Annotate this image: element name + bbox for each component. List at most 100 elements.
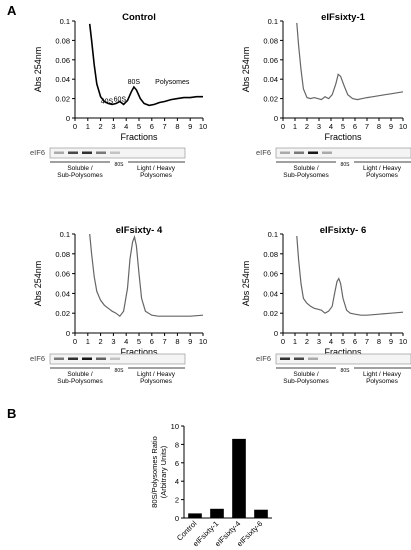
peak-annotation: Polysomes	[155, 79, 190, 86]
chart-eifsixty-1: 00.020.040.060.080.10 1 2 3 4 5 6 7 8 9 10eIFsixty…	[241, 12, 407, 142]
x-tick-label: 10	[399, 337, 407, 346]
blot-eifsixty-4: eIF6 80S Soluble /Sub-Polysomes Light / Hea…	[30, 353, 186, 385]
soluble-label: Soluble /	[67, 165, 92, 172]
blot-membrane	[49, 147, 186, 159]
x-tick-label: 8	[175, 122, 179, 131]
blot-band	[68, 357, 78, 360]
blot-band	[308, 151, 318, 154]
y-tick-label: 0	[274, 114, 278, 123]
y-tick-label: 0.02	[55, 95, 70, 104]
x-tick-label: 3	[111, 122, 115, 131]
y-tick-label: 0	[175, 514, 179, 523]
x-tick-label: 8	[377, 337, 381, 346]
x-tick-label: 4	[329, 337, 333, 346]
soluble-label: Soluble /	[293, 371, 318, 378]
x-tick-label: 0	[73, 122, 77, 131]
y-tick-label: 0	[66, 329, 70, 338]
peak-annotation: 80S	[128, 79, 141, 86]
x-tick-label: 9	[389, 122, 393, 131]
blot-protein-label: eIF6	[256, 354, 271, 363]
y-axis-label-line: 80S/Polysomes Ratio	[150, 436, 159, 508]
x-tick-label: 6	[150, 337, 154, 346]
blot-band	[96, 357, 106, 360]
y-tick-label: 0.04	[263, 289, 278, 298]
blot-80s-label: 80S	[341, 368, 351, 374]
y-tick-label: 0.06	[55, 270, 70, 279]
y-tick-label: 0.08	[263, 250, 278, 259]
y-tick-label: 4	[175, 477, 179, 486]
blot-membrane	[275, 353, 411, 365]
x-tick-label: 5	[137, 122, 141, 131]
y-tick-label: 0.04	[263, 75, 278, 84]
x-tick-label: 9	[188, 337, 192, 346]
y-tick-label: 0.1	[268, 17, 278, 26]
absorbance-trace	[89, 233, 204, 318]
blot-protein-label: eIF6	[256, 148, 271, 157]
blot-band	[82, 357, 92, 360]
x-axis-label: Fractions	[120, 347, 158, 357]
x-axis-label: Fractions	[324, 347, 362, 357]
x-tick-label: 10	[399, 122, 407, 131]
y-axis-label: Abs 254nm	[33, 261, 43, 307]
x-tick-label: 1	[293, 122, 297, 131]
polysomes-label: Polysomes	[366, 172, 399, 179]
blot-band	[54, 357, 64, 360]
y-axis-label: 80S/Polysomes Ratio(Arbitrary Units)	[150, 436, 168, 508]
x-tick-label: 4	[329, 122, 333, 131]
polysomes-label: Polysomes	[366, 378, 399, 385]
chart-title: eIFsixty-1	[321, 12, 366, 23]
y-tick-label: 0.02	[263, 95, 278, 104]
light-heavy-label: Light / Heavy	[363, 165, 402, 172]
blot-eifsixty-6: eIF6 80S Soluble /Sub-Polysomes Light / Hea…	[256, 353, 411, 385]
y-tick-label: 0.06	[55, 56, 70, 65]
x-tick-label: 2	[305, 337, 309, 346]
y-axis-label-line: (Arbitrary Units)	[159, 445, 168, 498]
x-axis-label: Fractions	[324, 132, 362, 142]
x-tick-label: 1	[86, 337, 90, 346]
blot-band	[110, 151, 120, 154]
x-tick-label: 10	[199, 337, 207, 346]
blot-eifsixty-1: eIF6 80S Soluble /Sub-Polysomes Light / Hea…	[256, 147, 411, 179]
x-tick-label: 2	[305, 122, 309, 131]
bar	[254, 509, 268, 518]
x-tick-label: 6	[150, 122, 154, 131]
x-tick-label: 1	[86, 122, 90, 131]
blot-80s-label: 80S	[115, 368, 125, 374]
sub-polysomes-label: Sub-Polysomes	[283, 172, 329, 179]
y-tick-label: 0.1	[268, 230, 278, 239]
x-tick-label: 1	[293, 337, 297, 346]
y-tick-label: 0	[274, 329, 278, 338]
blot-80s-label: 80S	[115, 162, 125, 168]
y-tick-label: 0.06	[263, 56, 278, 65]
y-tick-label: 2	[175, 496, 179, 505]
light-heavy-label: Light / Heavy	[363, 371, 402, 378]
absorbance-trace	[88, 23, 203, 107]
blot-band	[280, 151, 290, 154]
x-tick-label: 8	[377, 122, 381, 131]
blot-80s-label: 80S	[341, 162, 351, 168]
blot-membrane	[275, 147, 411, 159]
x-tick-label: 6	[353, 337, 357, 346]
x-axis-label: Fractions	[120, 132, 158, 142]
light-heavy-label: Light / Heavy	[137, 165, 176, 172]
x-tick-label: 7	[365, 122, 369, 131]
blot-band	[308, 357, 318, 360]
light-heavy-label: Light / Heavy	[137, 371, 176, 378]
x-tick-label: 3	[111, 337, 115, 346]
x-tick-label: 0	[73, 337, 77, 346]
peak-annotation: 60S	[114, 97, 127, 104]
x-tick-label: 3	[317, 122, 321, 131]
bar	[210, 508, 224, 518]
chart-eifsixty-6: 00.020.040.060.080.10 1 2 3 4 5 6 7 8 9 10eIFsixty…	[241, 225, 407, 357]
x-tick-label: 7	[163, 122, 167, 131]
blot-band	[96, 151, 106, 154]
polysomes-label: Polysomes	[140, 172, 173, 179]
y-tick-label: 0.06	[263, 270, 278, 279]
x-tick-label: 0	[281, 122, 285, 131]
x-tick-label: 4	[124, 337, 128, 346]
blot-band	[322, 151, 332, 154]
bar	[232, 438, 246, 518]
chart-control: 00.020.040.060.080.10 1 2 3 4 5 6 7 8 9 10ControlF…	[33, 12, 207, 142]
y-axis-label: Abs 254nm	[241, 261, 251, 307]
